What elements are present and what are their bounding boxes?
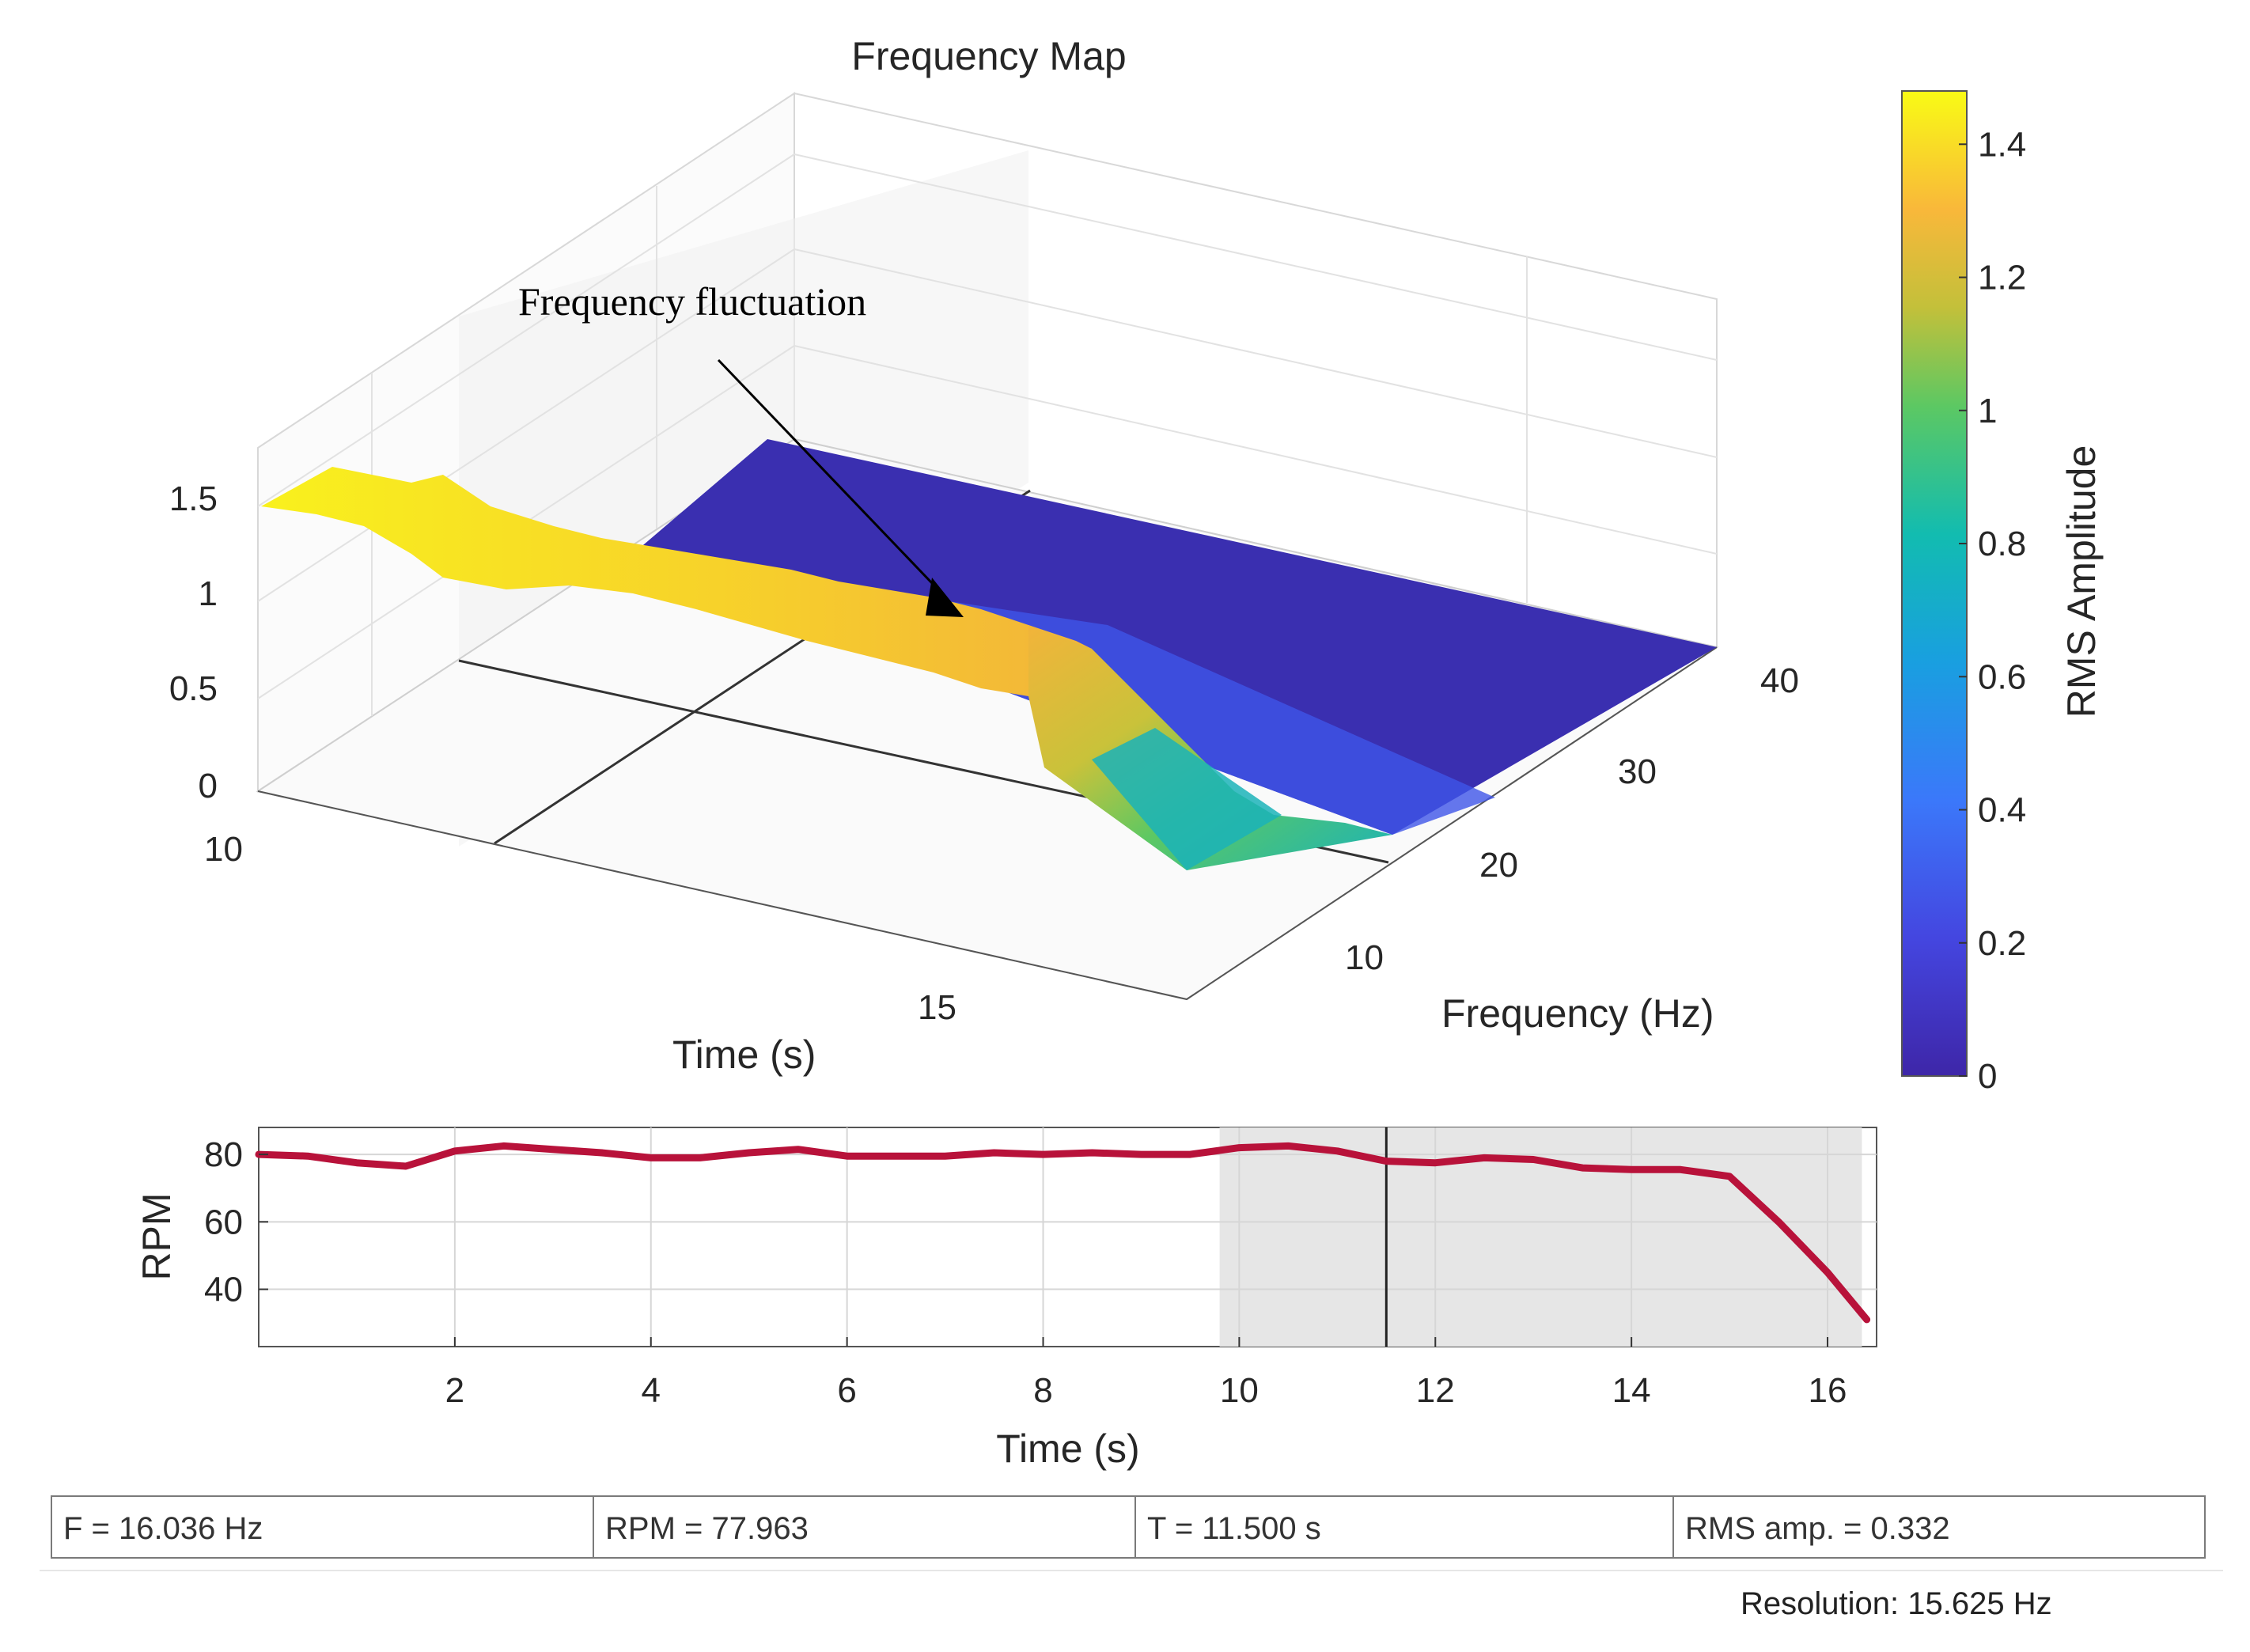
colorbar-gradient bbox=[1901, 90, 1968, 1077]
freq-tick-label: 30 bbox=[1618, 752, 1657, 791]
surface-dropoff-tip bbox=[1092, 728, 1282, 870]
rpm-series-line bbox=[255, 1142, 1871, 1324]
rpm-y-axis-label: RPM bbox=[134, 1192, 179, 1280]
rpm-x-ticks: 2 4 6 8 10 12 14 16 bbox=[445, 1337, 1847, 1410]
time-tick-label: 10 bbox=[204, 830, 243, 869]
divider bbox=[40, 1570, 2223, 1571]
rpm-x-axis-label: Time (s) bbox=[996, 1427, 1139, 1471]
status-rpm: RPM = 77.963 bbox=[594, 1497, 1136, 1557]
rpm-x-tick-label: 6 bbox=[837, 1371, 856, 1410]
z-tick-label: 0.5 bbox=[169, 669, 218, 708]
colorbar-label: RMS Amplitude bbox=[2059, 445, 2104, 718]
rpm-plot[interactable]: 2 4 6 8 10 12 14 16 40 60 80 Time (s) RPM bbox=[134, 1127, 1877, 1471]
surface-ridge bbox=[261, 467, 1092, 696]
colorbar-ticks: 0 0.2 0.4 0.6 0.8 1 1.2 1.4 bbox=[1959, 125, 2026, 1096]
z-axis: 1.5 1 0.5 0 bbox=[169, 479, 218, 805]
z-tick-label: 1 bbox=[199, 574, 218, 613]
surface-plot[interactable]: Frequency Map bbox=[169, 34, 1799, 1077]
z-tick-label: 0 bbox=[199, 767, 218, 805]
freq-tick-label: 40 bbox=[1760, 661, 1799, 700]
rpm-y-tick-label: 80 bbox=[204, 1135, 243, 1174]
colorbar-tick-label: 1 bbox=[1978, 392, 1997, 430]
status-time: T = 11.500 s bbox=[1136, 1497, 1674, 1557]
rpm-x-tick-label: 10 bbox=[1220, 1371, 1259, 1410]
rpm-x-tick-label: 14 bbox=[1612, 1371, 1651, 1410]
surface-plane-low bbox=[633, 439, 1717, 835]
rpm-x-tick-label: 4 bbox=[642, 1371, 661, 1410]
colorbar-tick-label: 1.2 bbox=[1978, 259, 2026, 297]
colorbar-tick-label: 0.2 bbox=[1978, 924, 2026, 963]
rpm-x-tick-label: 16 bbox=[1809, 1371, 1847, 1410]
colorbar: 0 0.2 0.4 0.6 0.8 1 1.2 1.4 RMS Amplitude bbox=[1901, 90, 2104, 1096]
status-frequency: F = 16.036 Hz bbox=[52, 1497, 594, 1557]
colorbar-tick-label: 0 bbox=[1978, 1057, 1997, 1096]
colorbar-tick-label: 0.8 bbox=[1978, 525, 2026, 563]
colorbar-tick-label: 0.6 bbox=[1978, 657, 2026, 696]
floor-outline bbox=[257, 646, 1718, 1001]
time-axis-label: Time (s) bbox=[672, 1032, 816, 1077]
surface-title: Frequency Map bbox=[851, 34, 1126, 78]
status-rms: RMS amp. = 0.332 bbox=[1685, 1511, 1950, 1546]
colorbar-tick-label: 0.4 bbox=[1978, 791, 2026, 830]
time-tick-label: 15 bbox=[918, 988, 956, 1027]
annotation-arrowhead bbox=[926, 578, 964, 617]
rpm-x-tick-label: 2 bbox=[445, 1371, 464, 1410]
y-axis-3d: 10 20 30 40 Frequency (Hz) bbox=[1345, 661, 1799, 1036]
x-axis-3d: 10 15 Time (s) bbox=[204, 830, 956, 1077]
colorbar-tick-label: 1.4 bbox=[1978, 125, 2026, 164]
resolution-readout: Resolution: 15.625 Hz bbox=[1741, 1586, 2052, 1621]
freq-tick-label: 10 bbox=[1345, 938, 1384, 977]
rpm-y-tick-label: 40 bbox=[204, 1271, 243, 1309]
rpm-x-tick-label: 12 bbox=[1416, 1371, 1455, 1410]
annotation-label: Frequency fluctuation bbox=[518, 279, 866, 324]
freq-tick-label: 20 bbox=[1479, 846, 1518, 885]
annotation-arrow-line bbox=[717, 358, 951, 603]
rpm-y-ticks: 40 60 80 bbox=[204, 1135, 268, 1309]
rpm-x-tick-label: 8 bbox=[1033, 1371, 1052, 1410]
status-bar: F = 16.036 Hz RPM = 77.963 T = 11.500 s … bbox=[51, 1495, 2206, 1559]
surface-dropoff bbox=[1028, 625, 1392, 870]
rpm-y-tick-label: 60 bbox=[204, 1203, 243, 1241]
z-tick-label: 1.5 bbox=[169, 479, 218, 518]
freq-axis-label: Frequency (Hz) bbox=[1441, 991, 1714, 1036]
